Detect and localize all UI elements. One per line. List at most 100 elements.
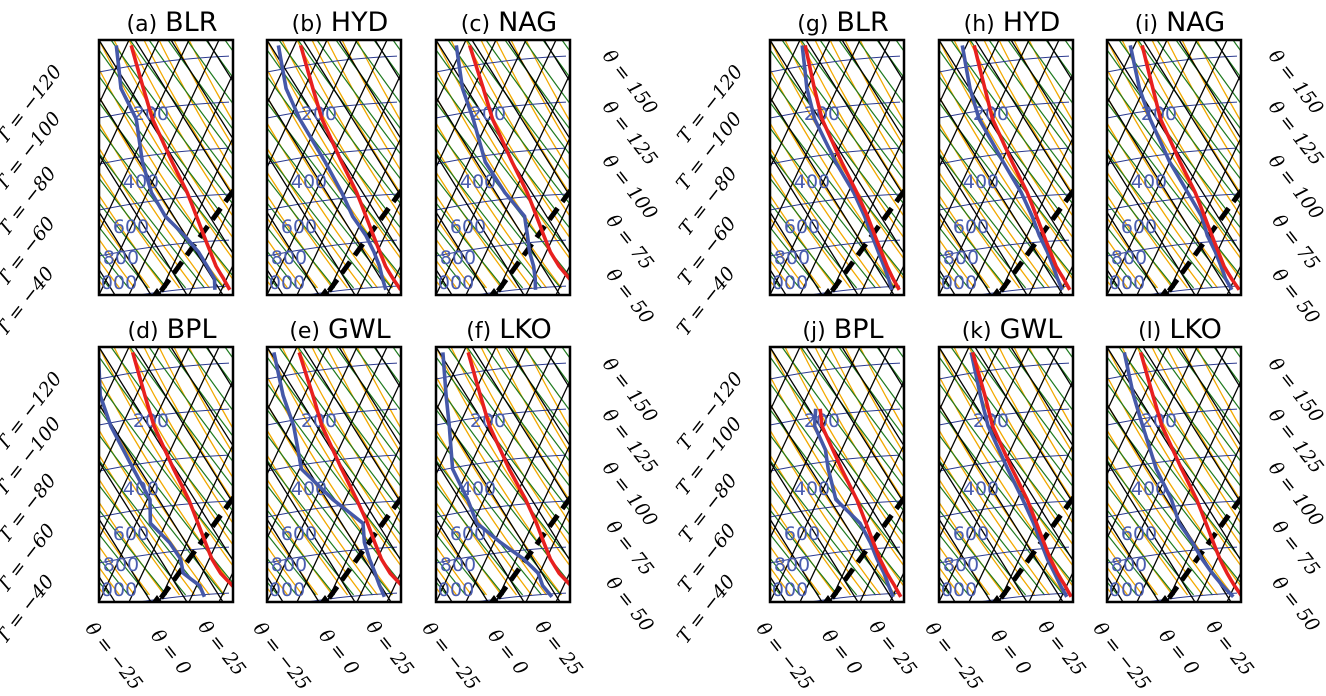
pressure-level-label: 1000 bbox=[760, 272, 808, 294]
moist-adiabat-line bbox=[436, 545, 473, 596]
pressure-level-label: 400 bbox=[1131, 478, 1167, 500]
isotherm-line bbox=[974, 347, 1073, 505]
isotherm-line bbox=[436, 347, 497, 477]
isobar-line bbox=[770, 101, 901, 119]
isobar-line bbox=[135, 285, 230, 295]
isobar-line bbox=[1143, 592, 1238, 602]
dry-adiabat-line bbox=[1156, 347, 1241, 463]
dry-adiabat-line bbox=[770, 226, 820, 289]
right-theta-axis-label: θ = 50 bbox=[601, 572, 658, 636]
isotherm-line bbox=[1107, 347, 1168, 477]
moist-adiabat-line bbox=[173, 40, 233, 148]
isotherm-line bbox=[436, 210, 489, 295]
moist-adiabat-line bbox=[267, 216, 319, 289]
panel-title-station: HYD bbox=[1003, 7, 1061, 38]
isotherm-line bbox=[267, 347, 388, 602]
bottom-theta-axis-label: θ = 25 bbox=[530, 616, 587, 680]
moist-adiabat-line bbox=[968, 347, 1073, 525]
isotherm-line bbox=[968, 379, 1073, 602]
moist-adiabat-line bbox=[173, 347, 233, 455]
dry-adiabat-line bbox=[523, 40, 570, 105]
right-theta-axis-label: θ = 50 bbox=[601, 264, 658, 328]
bottom-theta-axis-label: θ = −25 bbox=[249, 618, 315, 694]
dry-adiabat-line bbox=[939, 355, 1073, 537]
moist-adiabat-line bbox=[143, 347, 233, 502]
isobar-line bbox=[267, 55, 398, 73]
dry-adiabat-line bbox=[447, 40, 570, 206]
moist-adiabat-line bbox=[436, 523, 488, 596]
panel-title: (g) BLR bbox=[797, 7, 888, 38]
bottom-theta-axis-label: θ = −25 bbox=[418, 618, 484, 694]
isotherm-line bbox=[465, 72, 570, 295]
isotherm-line bbox=[939, 347, 970, 413]
moist-adiabat-line bbox=[99, 453, 196, 596]
isotherm-line bbox=[770, 347, 801, 413]
moist-adiabat-line bbox=[1181, 40, 1241, 148]
isobar-line bbox=[770, 500, 901, 518]
isotherm-line bbox=[1166, 443, 1241, 602]
moist-adiabat-line bbox=[99, 478, 181, 596]
pressure-level-label: 400 bbox=[460, 478, 496, 500]
pressure-level-label: 400 bbox=[123, 171, 159, 193]
dry-adiabat-line bbox=[99, 508, 168, 596]
pressure-level-label: 800 bbox=[943, 554, 979, 576]
moist-adiabat-line bbox=[770, 545, 807, 596]
isotherm-line bbox=[1166, 136, 1241, 295]
isobar-line bbox=[939, 408, 1070, 426]
isotherm-line bbox=[799, 72, 904, 295]
isobar-line bbox=[99, 454, 230, 472]
panel-title: (d) BPL bbox=[128, 314, 217, 345]
moist-adiabat-line bbox=[436, 216, 488, 289]
dry-adiabat-line bbox=[988, 40, 1073, 156]
pressure-level-label: 1000 bbox=[1097, 272, 1145, 294]
isotherm-line bbox=[99, 210, 152, 295]
dry-adiabat-line bbox=[857, 347, 904, 412]
isobar-line bbox=[1107, 147, 1238, 165]
moist-adiabat-line bbox=[465, 347, 570, 525]
isotherm-line bbox=[436, 153, 525, 295]
moist-adiabat-line bbox=[939, 121, 1051, 289]
pressure-level-label: 600 bbox=[953, 523, 989, 545]
moist-adiabat-line bbox=[770, 428, 882, 596]
parcel-line bbox=[326, 186, 401, 293]
dry-adiabat-line bbox=[485, 40, 570, 156]
isobar-line bbox=[939, 101, 1070, 119]
pressure-level-label: 1000 bbox=[89, 579, 137, 601]
moist-adiabat-line bbox=[128, 347, 233, 525]
isobar-line bbox=[1107, 101, 1238, 119]
dewpoint-profile bbox=[960, 45, 1064, 291]
dewpoint-profile bbox=[454, 45, 538, 290]
isotherm-line bbox=[267, 40, 328, 170]
dry-adiabat-line bbox=[819, 347, 904, 463]
isobar-line bbox=[939, 362, 1070, 380]
isotherm-line bbox=[436, 40, 527, 233]
moist-adiabat-line bbox=[983, 40, 1073, 195]
bottom-tick-marker bbox=[151, 288, 163, 296]
isobar-line bbox=[806, 285, 901, 295]
isotherm-line bbox=[99, 40, 130, 106]
isotherm-line bbox=[770, 347, 861, 540]
panel-frame bbox=[265, 38, 403, 297]
temperature-profile bbox=[298, 44, 401, 291]
moist-adiabat-line bbox=[495, 40, 570, 172]
dewpoint-profile bbox=[800, 45, 894, 291]
isotherm-line bbox=[939, 40, 1000, 170]
isotherm-line bbox=[495, 443, 570, 602]
pressure-level-label: 600 bbox=[784, 523, 820, 545]
isotherm-line bbox=[338, 347, 401, 448]
isotherm-line bbox=[267, 40, 298, 106]
panel-title-station: HYD bbox=[331, 7, 389, 38]
moist-adiabat-line bbox=[1107, 146, 1204, 289]
moist-adiabat-line bbox=[311, 40, 401, 195]
isotherm-line bbox=[770, 403, 895, 602]
isotherm-line bbox=[939, 517, 992, 602]
dry-adiabat-line bbox=[1064, 40, 1073, 53]
pressure-level-label: 800 bbox=[943, 247, 979, 269]
isotherm-line bbox=[939, 347, 1060, 602]
panel-title: (c) NAG bbox=[461, 7, 557, 38]
pressure-level-label: 800 bbox=[103, 247, 139, 269]
panel-title-station: GWL bbox=[328, 314, 391, 345]
isobar-line bbox=[267, 454, 398, 472]
